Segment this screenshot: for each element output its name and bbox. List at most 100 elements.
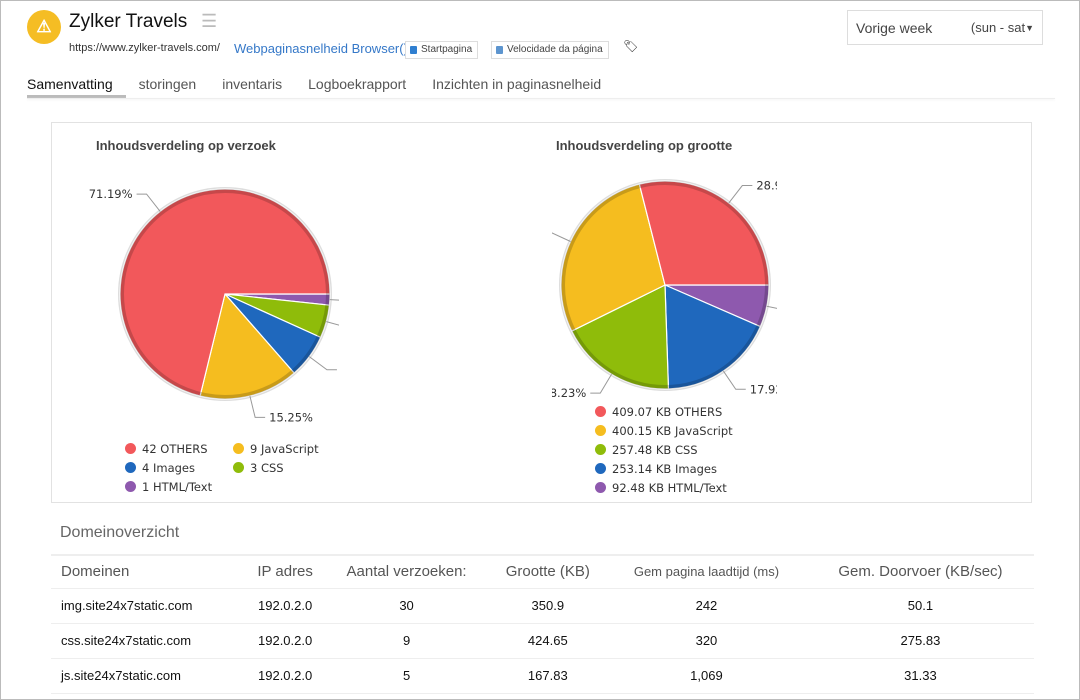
data-label: 28.96% (756, 179, 777, 193)
table-cell: 320 (606, 623, 807, 659)
tab-inventaris[interactable]: inventaris (222, 76, 283, 92)
browser-link[interactable]: Webpaginasnelheid Browser() (234, 41, 408, 56)
date-range-select[interactable]: Vorige week (sun - sat ▼ (847, 10, 1043, 45)
table-cell: 275.83 (806, 623, 1034, 659)
legend-item[interactable]: 1 HTML/Text (125, 477, 233, 496)
leader-line (249, 395, 266, 418)
legend-item[interactable]: 253.14 KB Images (595, 459, 733, 478)
pie-legend-icon (125, 443, 136, 454)
tab-bar: Samenvatting storingen inventaris Logboe… (27, 76, 627, 98)
data-label: 17.92% (750, 382, 777, 396)
table-cell: 192.0.2.0 (246, 658, 324, 694)
table-cell: 242 (606, 588, 807, 624)
leader-line (136, 193, 161, 212)
legend-label: 1 HTML/Text (142, 479, 213, 494)
legend-item[interactable]: 9 JavaScript (233, 439, 343, 458)
leader-line (308, 356, 337, 371)
pie-bevel (120, 189, 330, 399)
hamburger-menu-icon[interactable]: ☰ (201, 11, 218, 31)
pie-legend-icon (595, 482, 606, 493)
chart-title: Inhoudsverdeling op grootte (556, 138, 733, 153)
table-cell: 30 (323, 588, 490, 624)
pie-legend-icon (125, 462, 136, 473)
pie-chart-requests: 1.69%5.08%6.78%15.25%71.19% (89, 187, 339, 424)
app-title: Zylker Travels (69, 11, 188, 32)
table-cell: 192.0.2.0 (246, 588, 324, 624)
column-header: Gem pagina laadtijd (ms) (606, 554, 807, 589)
pie-slice[interactable] (570, 284, 670, 390)
legend-item[interactable]: 3 CSS (233, 458, 343, 477)
pie-legend-icon (595, 406, 606, 417)
tag-color-icon (496, 46, 503, 54)
pie-legend-icon (233, 462, 244, 473)
legend-label: 400.15 KB JavaScript (612, 423, 733, 438)
leader-line (329, 299, 339, 301)
table-cell: 50.1 (806, 588, 1034, 624)
column-header: IP adres (246, 554, 324, 589)
column-header: Grootte (KB) (489, 554, 607, 589)
legend-label: 4 Images (142, 460, 195, 475)
caret-down-icon: ▼ (1025, 22, 1034, 33)
table-cell: 192.0.2.0 (246, 623, 324, 659)
tab-samenvatting[interactable]: Samenvatting (27, 76, 126, 98)
table-cell: js.site24x7static.com (51, 658, 247, 694)
charts-panel (51, 122, 1032, 503)
data-label: 18.23% (552, 386, 586, 400)
leader-line (728, 185, 753, 204)
table-cell: 5 (323, 658, 490, 694)
legend-item[interactable]: 92.48 KB HTML/Text (595, 478, 733, 497)
legend-item[interactable]: 409.07 KB OTHERS (595, 402, 733, 421)
chart-title: Inhoudsverdeling op verzoek (96, 138, 276, 153)
legend-requests: 42 OTHERS 9 JavaScript 4 Images 3 CSS 1 HTML… (125, 439, 343, 496)
legend-item[interactable]: 400.15 KB JavaScript (595, 421, 733, 440)
divider (27, 98, 1055, 99)
monitor-url: https://www.zylker-travels.com/ (69, 42, 220, 54)
pie-legend-icon (595, 444, 606, 455)
domains-table: Domeinen IP adres Aantal verzoeken: Groo… (51, 554, 1034, 694)
table-cell: 424.65 (489, 623, 607, 659)
column-header: Aantal verzoeken: (323, 554, 490, 589)
pie-legend-icon (233, 443, 244, 454)
table-row: js.site24x7static.com 192.0.2.0 5 167.83 1,0… (51, 658, 1034, 694)
pie-legend-icon (595, 463, 606, 474)
legend-label: 9 JavaScript (250, 441, 319, 456)
table-cell: 350.9 (489, 588, 607, 624)
tag-color-icon (410, 46, 417, 54)
table-row: img.site24x7static.com 192.0.2.0 30 350.9 24… (51, 588, 1034, 624)
legend-item[interactable]: 257.48 KB CSS (595, 440, 733, 459)
pie-bevel (561, 181, 769, 389)
leader-line (722, 370, 746, 390)
pie-slice[interactable] (119, 188, 331, 397)
table-cell: css.site24x7static.com (51, 623, 247, 659)
chip-startpagina[interactable]: Startpagina (405, 41, 479, 59)
legend-label: 253.14 KB Images (612, 461, 717, 476)
legend-label: 3 CSS (250, 460, 284, 475)
legend-size: 409.07 KB OTHERS 400.15 KB JavaScript 257.… (595, 402, 733, 497)
data-label: 15.25% (269, 410, 313, 424)
legend-label: 42 OTHERS (142, 441, 208, 456)
leader-line (326, 321, 339, 326)
warning-icon: ⚠ (27, 10, 61, 44)
pie-chart-size: 6.55%17.92%18.23%28.33%28.96% (552, 179, 777, 400)
table-cell: 167.83 (489, 658, 607, 694)
table-cell: 31.33 (806, 658, 1034, 694)
table-cell: img.site24x7static.com (51, 588, 247, 624)
column-header: Gem. Doorvoer (KB/sec) (806, 554, 1034, 589)
tags-icon[interactable]: 🏷 (623, 39, 639, 53)
legend-item[interactable]: 4 Images (125, 458, 233, 477)
leader-line (552, 232, 571, 242)
table-cell: 9 (323, 623, 490, 659)
chip-velocidade[interactable]: Velocidade da página (491, 41, 609, 59)
data-label: 71.19% (89, 187, 133, 201)
leader-line (766, 305, 777, 309)
pie-slice[interactable] (638, 180, 770, 286)
tab-storingen[interactable]: storingen (138, 76, 197, 92)
pie-legend-icon (595, 425, 606, 436)
tab-logboekrapport[interactable]: Logboekrapport (308, 76, 407, 92)
legend-label: 409.07 KB OTHERS (612, 404, 723, 419)
section-title: Domeinoverzicht (60, 524, 180, 541)
table-row: css.site24x7static.com 192.0.2.0 9 424.65 32… (51, 623, 1034, 659)
legend-item[interactable]: 42 OTHERS (125, 439, 233, 458)
column-header: Domeinen (51, 554, 247, 589)
tab-inzichten[interactable]: Inzichten in paginasnelheid (432, 76, 602, 92)
